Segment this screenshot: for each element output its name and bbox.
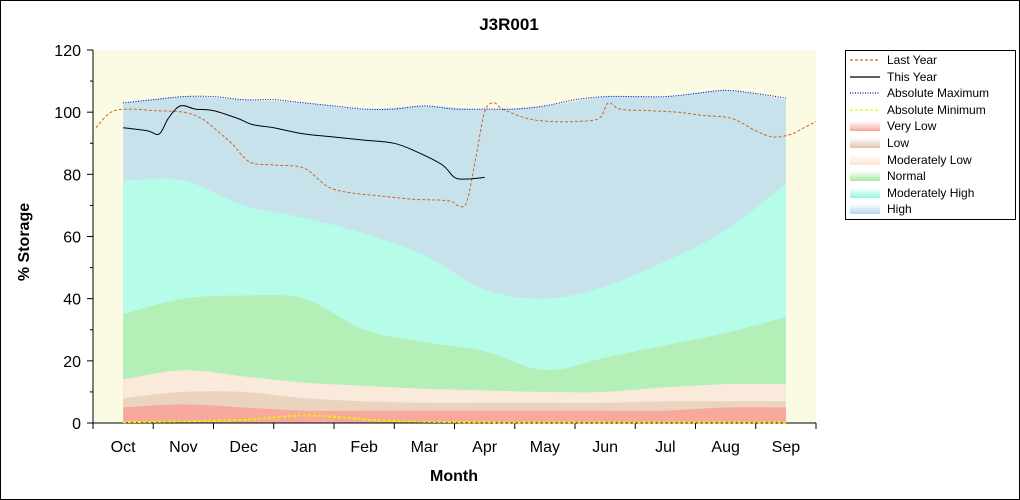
legend-label: Absolute Minimum xyxy=(887,102,986,117)
legend-label: Normal xyxy=(887,169,926,184)
legend-label: This Year xyxy=(887,69,938,84)
y-tick-label: 120 xyxy=(54,43,81,60)
legend-item: This Year xyxy=(846,69,1014,85)
legend-item: High xyxy=(846,201,1014,217)
x-tick-label: Jul xyxy=(655,439,675,456)
legend-item: Very Low xyxy=(846,118,1014,134)
x-tick-label: Jun xyxy=(592,439,618,456)
series-line-absolute-maximum xyxy=(123,89,786,110)
x-tick-label: Feb xyxy=(350,439,378,456)
y-tick-label: 20 xyxy=(63,354,81,371)
legend-band-swatch xyxy=(850,121,880,132)
legend-label: Last Year xyxy=(887,53,938,67)
x-tick-label: Oct xyxy=(111,439,136,456)
legend-line-swatch xyxy=(850,72,880,82)
legend-label: Low xyxy=(887,136,910,150)
legend-label: High xyxy=(887,202,912,217)
legend-band-swatch xyxy=(850,138,880,148)
series-line-last-year xyxy=(95,102,817,208)
legend-item: Absolute Maximum xyxy=(846,85,1014,101)
x-tick-label: May xyxy=(530,439,560,456)
x-tick-label: Nov xyxy=(169,439,197,456)
legend-label: Moderately High xyxy=(887,185,975,200)
legend-item: Absolute Minimum xyxy=(846,102,1014,118)
legend-label: Moderately Low xyxy=(887,152,972,167)
x-tick-label: Apr xyxy=(472,439,498,456)
legend-item: Low xyxy=(846,135,1014,151)
legend-band-swatch xyxy=(850,154,880,165)
series-line-absolute-minimum xyxy=(123,414,786,424)
legend-item: Moderately High xyxy=(846,185,1014,201)
chart-title: J3R001 xyxy=(479,15,539,34)
y-axis-label: % Storage xyxy=(16,203,33,281)
band-very-low xyxy=(123,404,786,423)
legend-label: Very Low xyxy=(887,119,937,134)
series-line-this-year xyxy=(123,105,485,180)
legend-item: Normal xyxy=(846,168,1014,184)
legend-line-swatch xyxy=(850,105,880,115)
y-tick-label: 0 xyxy=(72,416,81,433)
y-tick-label: 40 xyxy=(63,292,81,309)
y-tick-label: 60 xyxy=(63,230,81,247)
x-tick-label: Sep xyxy=(772,439,801,456)
y-tick-label: 100 xyxy=(54,105,81,122)
x-axis-label: Month xyxy=(430,468,478,485)
legend-band-swatch xyxy=(850,171,880,182)
legend-label: Absolute Maximum xyxy=(887,86,990,101)
x-tick-label: Jan xyxy=(291,439,317,456)
legend-band-swatch xyxy=(850,187,880,198)
legend-item: Last Year xyxy=(846,52,1014,68)
legend-line-swatch xyxy=(850,55,880,65)
legend-band-swatch xyxy=(850,204,880,215)
y-tick-label: 80 xyxy=(63,167,81,184)
legend-line-swatch xyxy=(850,88,880,98)
legend-item: Moderately Low xyxy=(846,152,1014,168)
x-tick-label: Dec xyxy=(229,439,257,456)
x-tick-label: Mar xyxy=(411,439,439,456)
legend: Last Year This Year Absolute Maximum Absolu… xyxy=(845,50,1016,220)
x-tick-label: Aug xyxy=(711,439,739,456)
